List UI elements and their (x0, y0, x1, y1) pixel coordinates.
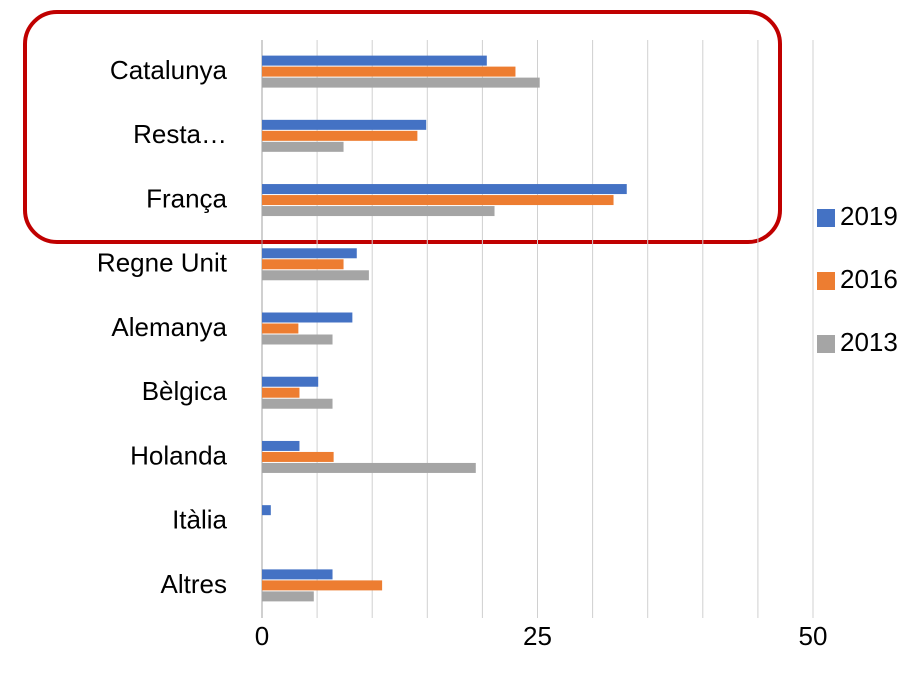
bar (262, 66, 516, 77)
y-tick-label: Resta… (133, 119, 227, 149)
bar (262, 569, 333, 580)
bar (262, 591, 314, 602)
bar (262, 206, 495, 217)
bar (262, 119, 427, 130)
bar (262, 580, 383, 591)
highlight-box (23, 10, 782, 244)
x-tick-label: 25 (523, 621, 552, 651)
legend-label: 2019 (840, 201, 898, 231)
y-tick-label: Altres (161, 569, 227, 599)
legend-label: 2013 (840, 327, 898, 357)
bar (262, 141, 344, 152)
legend-swatch (817, 209, 835, 227)
bar (262, 312, 353, 323)
y-tick-label: Itàlia (172, 505, 227, 535)
bar (262, 270, 369, 281)
bar (262, 184, 627, 195)
bar (262, 505, 271, 516)
bar (262, 387, 300, 398)
bar (262, 440, 300, 451)
y-tick-label: Bèlgica (142, 376, 228, 406)
bar (262, 195, 614, 206)
legend-swatch (817, 272, 835, 290)
x-tick-label: 0 (255, 621, 269, 651)
legend-label: 2016 (840, 264, 898, 294)
x-tick-label: 50 (799, 621, 828, 651)
y-tick-label: Regne Unit (97, 248, 228, 278)
bar (262, 398, 333, 409)
bar (262, 451, 334, 462)
y-tick-label: Alemanya (111, 312, 227, 342)
bar (262, 334, 333, 345)
bar (262, 323, 299, 334)
bar (262, 376, 319, 387)
bar (262, 462, 476, 473)
bar (262, 248, 357, 259)
bar (262, 130, 418, 141)
legend-swatch (817, 335, 835, 353)
bar (262, 55, 487, 66)
y-tick-label: Holanda (130, 440, 227, 470)
bar (262, 259, 344, 270)
y-tick-label: França (146, 183, 227, 213)
y-tick-label: Catalunya (110, 55, 228, 85)
bar (262, 77, 540, 88)
